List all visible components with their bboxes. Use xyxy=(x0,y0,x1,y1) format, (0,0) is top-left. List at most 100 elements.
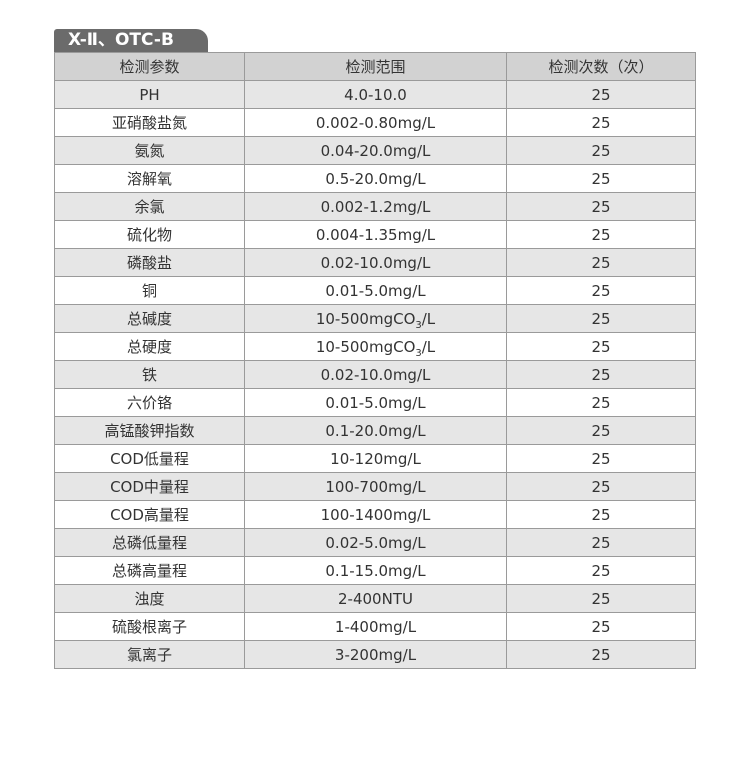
param-text: 硫酸根离子 xyxy=(111,618,187,636)
table-row: 总碱度 10-500mgCO3/L 25 xyxy=(54,304,696,333)
table-row: COD低量程 10-120mg/L 25 xyxy=(54,444,696,473)
range-text: 0.04-20.0mg/L xyxy=(320,141,431,160)
table-row: COD高量程 100-1400mg/L 25 xyxy=(54,500,696,529)
count-text: 25 xyxy=(591,365,611,384)
table-row: 氨氮 0.04-20.0mg/L 25 xyxy=(54,136,696,165)
count-text: 25 xyxy=(591,561,611,580)
count-text: 25 xyxy=(591,337,611,356)
table-row: 铁 0.02-10.0mg/L 25 xyxy=(54,360,696,389)
count-cell: 25 xyxy=(506,164,696,193)
range-text: 0.02-10.0mg/L xyxy=(320,253,431,272)
table-row: PH 4.0-10.0 25 xyxy=(54,80,696,109)
count-text: 25 xyxy=(591,169,611,188)
range-cell: 0.002-1.2mg/L xyxy=(244,192,507,221)
param-cell: 高锰酸钾指数 xyxy=(54,416,245,445)
param-cell: 磷酸盐 xyxy=(54,248,245,277)
param-cell: 余氯 xyxy=(54,192,245,221)
param-text: 铁 xyxy=(141,366,157,384)
range-text: 0.02-10.0mg/L xyxy=(320,365,431,384)
param-cell: 氯离子 xyxy=(54,640,245,669)
table-row: COD中量程 100-700mg/L 25 xyxy=(54,472,696,501)
range-cell: 0.02-10.0mg/L xyxy=(244,360,507,389)
range-text: 10-500mgCO xyxy=(315,309,416,328)
range-cell: 10-120mg/L xyxy=(244,444,507,473)
range-tail: /L xyxy=(421,337,436,356)
param-text: 余氯 xyxy=(134,198,165,216)
range-cell: 0.002-0.80mg/L xyxy=(244,108,507,137)
range-cell: 0.02-10.0mg/L xyxy=(244,248,507,277)
range-cell: 0.1-20.0mg/L xyxy=(244,416,507,445)
param-cell: PH xyxy=(54,80,245,109)
table-row: 铜 0.01-5.0mg/L 25 xyxy=(54,276,696,305)
header-range: 检测范围 xyxy=(244,52,507,81)
param-text: 氯离子 xyxy=(126,646,172,664)
count-cell: 25 xyxy=(506,472,696,501)
count-cell: 25 xyxy=(506,192,696,221)
count-cell: 25 xyxy=(506,640,696,669)
count-cell: 25 xyxy=(506,528,696,557)
table-row: 亚硝酸盐氮 0.002-0.80mg/L 25 xyxy=(54,108,696,137)
count-cell: 25 xyxy=(506,332,696,361)
param-cell: COD高量程 xyxy=(54,500,245,529)
count-cell: 25 xyxy=(506,416,696,445)
param-cell: 亚硝酸盐氮 xyxy=(54,108,245,137)
range-text: 10-120mg/L xyxy=(330,449,421,468)
param-text: 磷酸盐 xyxy=(126,254,172,272)
table-row: 总磷高量程 0.1-15.0mg/L 25 xyxy=(54,556,696,585)
range-text: 3-200mg/L xyxy=(334,645,417,664)
count-cell: 25 xyxy=(506,276,696,305)
count-cell: 25 xyxy=(506,80,696,109)
count-text: 25 xyxy=(591,113,611,132)
param-cell: 总碱度 xyxy=(54,304,245,333)
count-text: 25 xyxy=(591,393,611,412)
range-cell: 4.0-10.0 xyxy=(244,80,507,109)
param-cell: 浊度 xyxy=(54,584,245,613)
param-text: PH xyxy=(139,85,160,104)
param-text: COD中量程 xyxy=(110,478,189,496)
range-cell: 0.01-5.0mg/L xyxy=(244,276,507,305)
table-row: 硫化物 0.004-1.35mg/L 25 xyxy=(54,220,696,249)
range-text: 4.0-10.0 xyxy=(344,85,407,104)
param-cell: 硫化物 xyxy=(54,220,245,249)
param-cell: COD中量程 xyxy=(54,472,245,501)
range-cell: 100-700mg/L xyxy=(244,472,507,501)
count-text: 25 xyxy=(591,533,611,552)
range-text: 0.1-15.0mg/L xyxy=(325,561,426,580)
param-text: 氨氮 xyxy=(134,142,165,160)
param-cell: 氨氮 xyxy=(54,136,245,165)
param-text: 总硬度 xyxy=(126,338,172,356)
count-cell: 25 xyxy=(506,304,696,333)
range-cell: 10-500mgCO3/L xyxy=(244,332,507,361)
range-text: 0.01-5.0mg/L xyxy=(325,393,426,412)
range-text: 100-700mg/L xyxy=(325,477,426,496)
range-cell: 0.1-15.0mg/L xyxy=(244,556,507,585)
param-cell: 溶解氧 xyxy=(54,164,245,193)
range-cell: 0.01-5.0mg/L xyxy=(244,388,507,417)
range-cell: 2-400NTU xyxy=(244,584,507,613)
range-tail: /L xyxy=(421,309,436,328)
range-text: 0.1-20.0mg/L xyxy=(325,421,426,440)
header-count: 检测次数（次） xyxy=(506,52,696,81)
param-text: COD高量程 xyxy=(110,506,189,524)
param-text: 浊度 xyxy=(134,590,165,608)
range-subscript: 3 xyxy=(415,347,422,359)
param-cell: 总硬度 xyxy=(54,332,245,361)
table-row: 溶解氧 0.5-20.0mg/L 25 xyxy=(54,164,696,193)
count-cell: 25 xyxy=(506,612,696,641)
param-text: 总碱度 xyxy=(126,310,172,328)
count-text: 25 xyxy=(591,589,611,608)
range-text: 100-1400mg/L xyxy=(320,505,431,524)
table-row: 余氯 0.002-1.2mg/L 25 xyxy=(54,192,696,221)
count-cell: 25 xyxy=(506,108,696,137)
count-text: 25 xyxy=(591,477,611,496)
param-cell: 铜 xyxy=(54,276,245,305)
range-text: 0.02-5.0mg/L xyxy=(325,533,426,552)
param-text: 溶解氧 xyxy=(126,170,172,188)
count-cell: 25 xyxy=(506,444,696,473)
param-cell: COD低量程 xyxy=(54,444,245,473)
spec-table: 检测参数 检测范围 检测次数（次） PH 4.0-10.0 25 亚硝酸盐氮 0.002… xyxy=(54,52,696,669)
param-cell: 铁 xyxy=(54,360,245,389)
table-header-row: 检测参数 检测范围 检测次数（次） xyxy=(54,52,696,81)
param-text: 硫化物 xyxy=(126,226,172,244)
count-text: 25 xyxy=(591,197,611,216)
